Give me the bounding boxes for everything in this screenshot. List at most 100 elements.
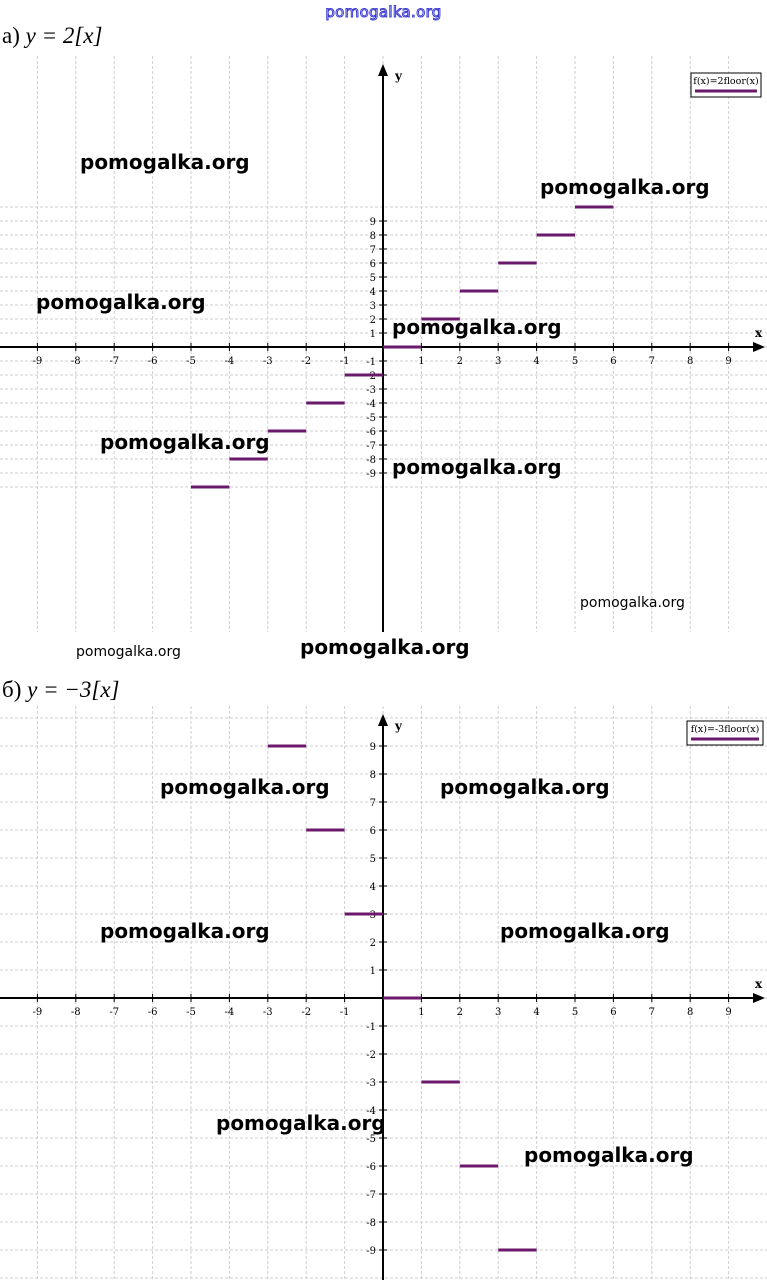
y-tick-label: -7 xyxy=(366,441,376,452)
y-tick-label: 8 xyxy=(370,231,376,242)
x-axis-label: x xyxy=(755,977,763,991)
y-tick-label: 5 xyxy=(370,273,376,284)
y-tick-label: -2 xyxy=(366,1050,376,1061)
legend-box xyxy=(690,72,762,98)
x-tick-label: 8 xyxy=(687,356,693,367)
y-tick-label: -7 xyxy=(366,1190,376,1201)
x-tick-label: 3 xyxy=(495,1007,501,1018)
legend-label: f(x)=2floor(x) xyxy=(693,76,758,87)
y-tick-label: 6 xyxy=(370,826,376,837)
y-tick-label: -8 xyxy=(366,455,376,466)
legend: f(x)=-3floor(x) xyxy=(686,720,764,746)
watermark: pomogalka.org xyxy=(216,1111,386,1135)
x-tick-label: 1 xyxy=(418,1007,424,1018)
x-tick-label: -1 xyxy=(340,356,350,367)
y-tick-label: -1 xyxy=(366,357,376,368)
caption-b-label: б) xyxy=(2,677,22,702)
x-tick-label: 7 xyxy=(649,1007,655,1018)
x-tick-label: 6 xyxy=(610,1007,616,1018)
x-tick-label: -4 xyxy=(225,1007,235,1018)
y-tick-label: 2 xyxy=(370,315,376,326)
y-tick-label: 1 xyxy=(370,329,376,340)
y-tick-label: -3 xyxy=(366,1078,376,1089)
x-axis-arrow xyxy=(753,993,765,1003)
watermark: pomogalka.org xyxy=(392,315,562,339)
x-tick-label: 3 xyxy=(495,356,501,367)
y-tick-label: -1 xyxy=(366,1022,376,1033)
x-tick-label: -7 xyxy=(109,1007,119,1018)
legend: f(x)=2floor(x) xyxy=(690,72,762,98)
caption-a-formula: y = 2[x] xyxy=(25,23,103,48)
y-tick-label: 2 xyxy=(370,938,376,949)
x-tick-label: -9 xyxy=(33,356,43,367)
site-header-logo[interactable]: pomogalka.org xyxy=(325,3,442,22)
y-tick-label: -6 xyxy=(366,427,376,438)
y-tick-label: 4 xyxy=(370,287,376,298)
x-axis-label: x xyxy=(755,326,763,340)
x-tick-label: 5 xyxy=(572,356,578,367)
x-tick-label: 2 xyxy=(457,356,463,367)
y-tick-label: -8 xyxy=(366,1218,376,1229)
y-tick-label: 5 xyxy=(370,854,376,865)
x-tick-label: -8 xyxy=(71,1007,81,1018)
y-axis-arrow xyxy=(378,714,388,726)
y-tick-label: 4 xyxy=(370,882,376,893)
caption-b: б) y = −3[x] xyxy=(2,676,119,704)
x-tick-label: -6 xyxy=(148,1007,158,1018)
y-tick-label: 7 xyxy=(370,798,376,809)
caption-a: а) y = 2[x] xyxy=(2,22,102,50)
y-tick-label: -4 xyxy=(366,1106,376,1117)
x-tick-label: 4 xyxy=(533,356,539,367)
y-axis-label: y xyxy=(394,719,403,733)
caption-a-label: а) xyxy=(2,23,20,48)
y-axis-arrow xyxy=(378,64,388,76)
x-tick-label: 4 xyxy=(533,1007,539,1018)
x-tick-label: -5 xyxy=(186,356,196,367)
y-axis-label: y xyxy=(394,69,403,83)
x-tick-label: 8 xyxy=(687,1007,693,1018)
x-tick-label: 9 xyxy=(725,356,731,367)
legend-label: f(x)=-3floor(x) xyxy=(691,724,760,735)
y-tick-label: 3 xyxy=(370,301,376,312)
watermark: pomogalka.org xyxy=(76,644,181,660)
watermark: pomogalka.org xyxy=(524,1143,694,1167)
x-tick-label: -3 xyxy=(263,356,273,367)
watermark: pomogalka.org xyxy=(80,150,250,174)
x-tick-label: -2 xyxy=(301,356,311,367)
watermark: pomogalka.org xyxy=(160,775,330,799)
x-tick-label: 7 xyxy=(649,356,655,367)
y-tick-label: 9 xyxy=(370,742,376,753)
watermark: pomogalka.org xyxy=(300,635,470,659)
x-tick-label: -7 xyxy=(109,356,119,367)
x-tick-label: -2 xyxy=(301,1007,311,1018)
caption-b-formula: y = −3[x] xyxy=(27,677,120,702)
chart-a: x y -9 -8 -7 -6 -5 -4 -3 -2 -1 1 2 3 4 5 6 7 8 9 9 8 7 6 5 4 3 2 1 -1… xyxy=(0,56,767,632)
x-tick-label: -3 xyxy=(263,1007,273,1018)
grid xyxy=(0,706,767,1280)
y-tick-label: -9 xyxy=(366,469,376,480)
legend-box xyxy=(686,720,764,746)
x-tick-label: -4 xyxy=(225,356,235,367)
x-tick-label: 5 xyxy=(572,1007,578,1018)
x-tick-label: -6 xyxy=(148,356,158,367)
y-tick-label: -5 xyxy=(366,1134,376,1145)
y-tick-label: -4 xyxy=(366,399,376,410)
watermark: pomogalka.org xyxy=(100,919,270,943)
watermark: pomogalka.org xyxy=(392,455,562,479)
chart-b: xy-9-8-7-6-5-4-3-2-1123456789987654321-1… xyxy=(0,706,767,1280)
y-tick-label: 7 xyxy=(370,245,376,256)
x-tick-label: 2 xyxy=(457,1007,463,1018)
y-tick-label: -9 xyxy=(366,1246,376,1257)
watermark: pomogalka.org xyxy=(100,430,270,454)
x-tick-label: 9 xyxy=(725,1007,731,1018)
y-tick-label: 9 xyxy=(370,217,376,228)
x-tick-label: 6 xyxy=(610,356,616,367)
watermark: pomogalka.org xyxy=(440,775,610,799)
watermark: pomogalka.org xyxy=(500,919,670,943)
y-tick-label: 1 xyxy=(370,966,376,977)
watermark: pomogalka.org xyxy=(36,290,206,314)
y-tick-label: -6 xyxy=(366,1162,376,1173)
watermark: pomogalka.org xyxy=(580,595,685,611)
x-tick-label: -8 xyxy=(71,356,81,367)
watermark: pomogalka.org xyxy=(540,175,710,199)
